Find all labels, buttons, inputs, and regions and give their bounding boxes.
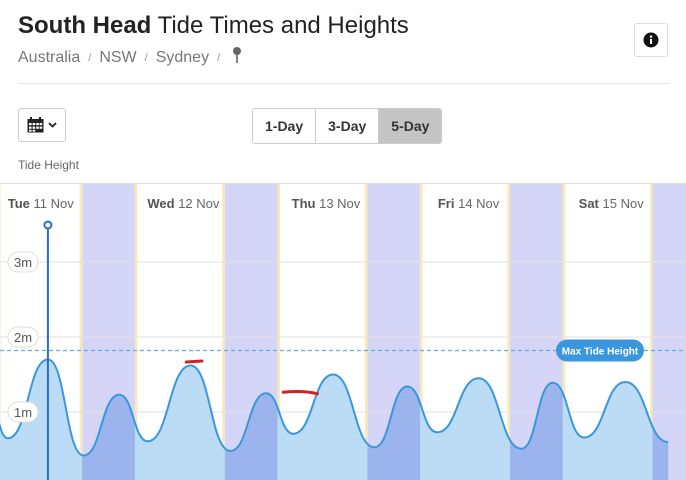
sunrise-edge xyxy=(562,183,566,480)
breadcrumb-country[interactable]: Australia xyxy=(18,48,81,66)
info-button[interactable] xyxy=(634,23,668,57)
calendar-icon xyxy=(27,117,44,133)
date-picker-button[interactable] xyxy=(18,108,66,142)
breadcrumb-separator: / xyxy=(144,51,148,64)
sunset-edge xyxy=(222,183,225,480)
breadcrumb-separator: / xyxy=(88,51,92,64)
annotation-mark xyxy=(281,390,319,396)
chevron-down-icon xyxy=(48,122,57,128)
info-icon xyxy=(643,32,659,48)
y-tick-pill xyxy=(7,326,39,348)
tab-5-day[interactable]: 5-Day xyxy=(379,109,442,143)
y-tick-label: 1m xyxy=(14,405,32,420)
tab-1-day[interactable]: 1-Day xyxy=(253,109,317,143)
page-title: South Head Tide Times and Heights xyxy=(18,12,409,40)
header-divider xyxy=(18,83,670,84)
title-suffix: Tide Times and Heights xyxy=(157,12,409,39)
day-label: Sat 15 Nov xyxy=(579,196,645,211)
map-pin-icon[interactable] xyxy=(232,46,242,69)
sunrise-edge xyxy=(277,183,280,480)
day-label: Wed 12 Nov xyxy=(147,196,220,211)
sunrise-edge xyxy=(420,183,423,480)
sunset-edge xyxy=(650,183,653,480)
breadcrumb-separator: / xyxy=(217,51,221,64)
day-label: Fri 14 Nov xyxy=(438,196,500,211)
breadcrumb-city[interactable]: Sydney xyxy=(155,48,210,66)
night-band xyxy=(652,183,686,480)
annotation-mark xyxy=(184,359,204,364)
breadcrumb: Australia / NSW / Sydney / xyxy=(18,46,242,69)
sunrise-edge xyxy=(0,183,1,480)
chart-y-label: Tide Height xyxy=(18,158,79,172)
sunset-edge xyxy=(79,183,83,480)
sunset-edge xyxy=(364,183,368,480)
day-label: Thu 13 Nov xyxy=(292,196,361,211)
y-tick-pill xyxy=(7,401,39,423)
y-tick-label: 3m xyxy=(14,255,32,270)
max-tide-badge xyxy=(556,339,644,362)
sunrise-edge xyxy=(134,183,138,480)
location-name: South Head xyxy=(18,12,152,39)
y-tick-label: 2m xyxy=(14,330,32,345)
day-label: Tue 11 Nov xyxy=(8,196,74,211)
tide-line xyxy=(0,358,669,457)
max-tide-label: Max Tide Height xyxy=(562,347,639,358)
current-time-handle[interactable] xyxy=(43,220,53,230)
sunset-edge xyxy=(507,183,510,480)
y-tick-pill xyxy=(7,251,39,273)
tide-chart[interactable]: Max Tide Height 1m 2m 3m Tue 11 Nov Wed 12 No… xyxy=(0,183,686,480)
breadcrumb-state[interactable]: NSW xyxy=(99,48,137,66)
range-selector: 1-Day 3-Day 5-Day xyxy=(252,108,443,144)
tab-3-day[interactable]: 3-Day xyxy=(316,109,380,143)
